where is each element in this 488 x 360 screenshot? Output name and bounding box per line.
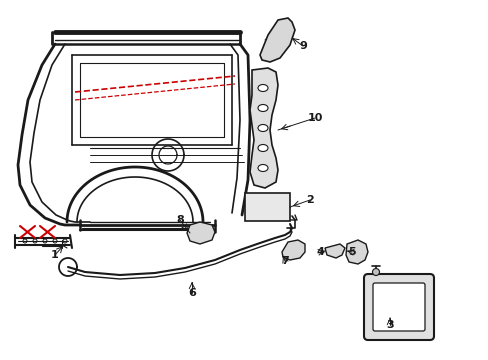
Circle shape (372, 269, 379, 275)
Polygon shape (325, 244, 345, 258)
FancyBboxPatch shape (363, 274, 433, 340)
Text: 1: 1 (51, 250, 59, 260)
Ellipse shape (258, 165, 267, 171)
Polygon shape (282, 240, 305, 260)
Ellipse shape (258, 144, 267, 152)
Text: 2: 2 (305, 195, 313, 205)
Polygon shape (186, 222, 215, 244)
Text: 5: 5 (347, 247, 355, 257)
Text: 7: 7 (281, 256, 288, 266)
Text: 9: 9 (299, 41, 306, 51)
Text: 10: 10 (306, 113, 322, 123)
Ellipse shape (258, 85, 267, 91)
Ellipse shape (258, 125, 267, 131)
Ellipse shape (258, 104, 267, 112)
Text: 4: 4 (315, 247, 323, 257)
FancyBboxPatch shape (372, 283, 424, 331)
Text: 6: 6 (188, 288, 196, 298)
Bar (244, 193, 289, 221)
Polygon shape (249, 68, 278, 188)
Text: 8: 8 (176, 215, 183, 225)
Polygon shape (260, 18, 294, 62)
Polygon shape (346, 240, 367, 264)
Text: 3: 3 (386, 320, 393, 330)
